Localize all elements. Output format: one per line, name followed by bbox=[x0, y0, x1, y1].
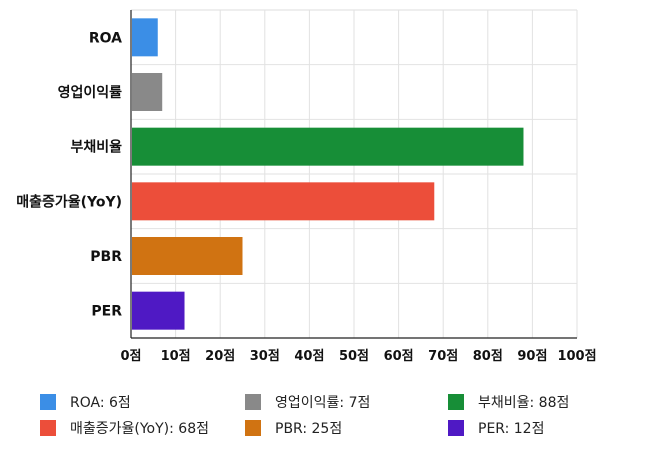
x-tick-label: 80점 bbox=[473, 349, 503, 364]
legend-swatch bbox=[448, 394, 464, 410]
bar bbox=[132, 291, 185, 330]
y-tick-label: 부채비율 bbox=[70, 139, 122, 156]
bar bbox=[132, 73, 163, 111]
legend-swatch bbox=[245, 394, 261, 410]
legend-swatch bbox=[40, 420, 56, 436]
x-tick-label: 60점 bbox=[384, 349, 414, 364]
legend-item-revenue-growth: 매출증가율(YoY): 68점 bbox=[40, 418, 209, 438]
x-tick-label: 50점 bbox=[339, 349, 369, 364]
y-tick-label: 매출증가율(YoY) bbox=[16, 193, 122, 210]
legend-item-per: PER: 12점 bbox=[448, 418, 544, 438]
legend-item-roa: ROA: 6점 bbox=[40, 392, 131, 412]
x-tick-label: 100점 bbox=[557, 349, 596, 364]
legend-swatch bbox=[40, 394, 56, 410]
legend-item-debt-ratio: 부채비율: 88점 bbox=[448, 392, 569, 412]
legend-swatch bbox=[245, 420, 261, 436]
x-tick-label: 70점 bbox=[428, 349, 458, 364]
bar-chart: 0점 10점 20점 30점 40점 50점 60점 70점 80점 90점 100점 ROA 영업이익… bbox=[16, 9, 597, 364]
legend-label: PER: 12점 bbox=[478, 421, 545, 437]
legend-label: 영업이익률: 7점 bbox=[275, 395, 371, 411]
x-tick-label: 40점 bbox=[294, 349, 324, 364]
x-tick-label: 20점 bbox=[205, 349, 235, 364]
x-tick-label: 30점 bbox=[250, 349, 280, 364]
bar bbox=[132, 18, 158, 57]
legend-label: 매출증가율(YoY): 68점 bbox=[70, 421, 209, 437]
y-tick-label: 영업이익률 bbox=[58, 84, 123, 101]
legend-item-pbr: PBR: 25점 bbox=[245, 418, 342, 438]
legend-label: PBR: 25점 bbox=[275, 421, 343, 437]
bar bbox=[132, 127, 524, 166]
bar bbox=[132, 237, 243, 275]
legend-label: 부채비율: 88점 bbox=[478, 395, 570, 411]
legend-swatch bbox=[448, 420, 464, 436]
y-tick-label: PBR bbox=[90, 249, 122, 265]
bar bbox=[132, 182, 435, 221]
legend-label: ROA: 6점 bbox=[70, 395, 131, 411]
x-tick-label: 10점 bbox=[161, 349, 191, 364]
x-tick-label: 90점 bbox=[517, 349, 547, 364]
y-tick-label: PER bbox=[91, 304, 122, 320]
legend-item-operating-margin: 영업이익률: 7점 bbox=[245, 392, 370, 412]
x-tick-label: 0점 bbox=[120, 349, 141, 364]
y-tick-label: ROA bbox=[89, 30, 122, 46]
